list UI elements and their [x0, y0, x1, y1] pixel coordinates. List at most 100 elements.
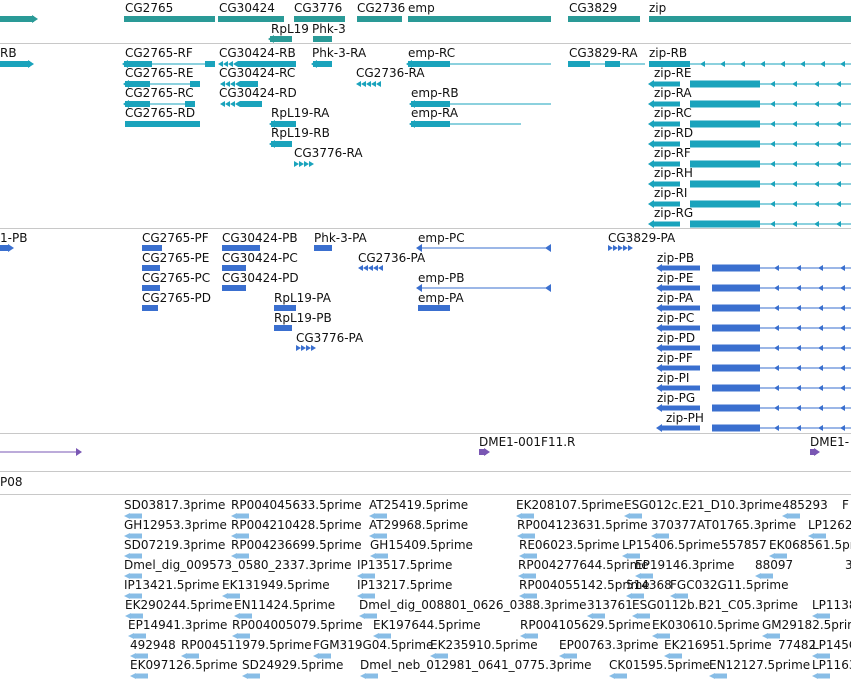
est-glyph[interactable]	[670, 593, 676, 599]
protein-glyph[interactable]	[8, 244, 14, 252]
protein-label[interactable]: CG2765-PF	[142, 231, 209, 245]
transcript-glyph[interactable]	[654, 101, 680, 107]
transcript-label[interactable]: zip-RI	[654, 186, 688, 200]
gene-glyph[interactable]	[313, 36, 332, 42]
transcript-label[interactable]: RpL19-RA	[271, 106, 330, 120]
transcript-glyph[interactable]	[770, 81, 775, 87]
transcript-glyph[interactable]	[760, 203, 851, 205]
protein-glyph[interactable]	[142, 285, 160, 291]
transcript-label[interactable]: CG2736-RA	[356, 66, 425, 80]
est-label[interactable]: RP004005079.5prime	[232, 618, 363, 632]
protein-label[interactable]: zip-PA	[657, 291, 694, 305]
est-label[interactable]: IP13421.5prime	[124, 578, 220, 592]
protein-glyph[interactable]	[760, 407, 851, 409]
transcript-glyph[interactable]	[740, 61, 745, 67]
est-glyph[interactable]	[624, 513, 630, 519]
clone-glyph[interactable]	[76, 448, 82, 456]
protein-glyph[interactable]	[818, 385, 823, 391]
est-glyph[interactable]	[231, 533, 237, 539]
protein-label[interactable]: zip-PI	[657, 371, 690, 385]
protein-glyph[interactable]	[712, 304, 760, 312]
transcript-glyph[interactable]	[648, 80, 654, 88]
transcript-glyph[interactable]	[760, 143, 851, 145]
est-glyph[interactable]	[376, 553, 388, 559]
protein-glyph[interactable]	[712, 364, 760, 372]
est-glyph[interactable]	[814, 533, 826, 539]
est-glyph[interactable]	[519, 593, 525, 599]
est-glyph[interactable]	[615, 673, 627, 679]
gene-label-cg30424[interactable]: CG30424	[219, 1, 275, 15]
est-glyph[interactable]	[370, 553, 376, 559]
est-label[interactable]: 557857	[721, 538, 767, 552]
transcript-glyph[interactable]	[770, 161, 775, 167]
protein-glyph[interactable]	[416, 284, 422, 292]
transcript-glyph[interactable]	[770, 141, 775, 147]
est-label[interactable]: EP14941.3prime	[128, 618, 228, 632]
transcript-glyph[interactable]	[408, 63, 551, 65]
transcript-label[interactable]: CG2765-RE	[125, 66, 194, 80]
transcript-glyph-arrow[interactable]	[409, 120, 415, 128]
transcript-glyph[interactable]	[125, 103, 195, 105]
transcript-label[interactable]: CG2765-RD	[125, 106, 196, 120]
est-glyph[interactable]	[373, 633, 379, 639]
est-glyph[interactable]	[124, 533, 130, 539]
est-glyph[interactable]	[136, 653, 148, 659]
est-glyph[interactable]	[657, 533, 669, 539]
est-glyph[interactable]	[231, 513, 237, 519]
protein-glyph[interactable]	[818, 345, 823, 351]
est-label[interactable]: 313761	[587, 598, 633, 612]
est-label[interactable]: 485293	[782, 498, 828, 512]
est-label[interactable]: LP1262	[808, 518, 851, 532]
protein-label[interactable]: RpL19-PB	[274, 311, 332, 325]
transcript-glyph-arrow[interactable]	[406, 60, 412, 68]
protein-glyph[interactable]	[306, 345, 311, 351]
protein-glyph[interactable]	[840, 405, 845, 411]
protein-glyph[interactable]	[774, 405, 779, 411]
transcript-glyph-arrow[interactable]	[122, 60, 128, 68]
transcript-glyph[interactable]	[654, 161, 680, 167]
transcript-glyph[interactable]	[814, 81, 819, 87]
est-glyph[interactable]	[818, 613, 830, 619]
protein-glyph[interactable]	[712, 404, 760, 412]
transcript-glyph[interactable]	[760, 103, 851, 105]
transcript-glyph[interactable]	[190, 81, 200, 87]
protein-label[interactable]: RpL19-PA	[274, 291, 331, 305]
gene-glyph[interactable]	[294, 16, 345, 22]
est-glyph[interactable]	[664, 653, 670, 659]
est-glyph[interactable]	[130, 513, 142, 519]
protein-glyph[interactable]	[296, 345, 301, 351]
est-label[interactable]: FGC032G11.5prime	[670, 578, 789, 592]
transcript-glyph[interactable]	[654, 81, 680, 87]
transcript-glyph[interactable]	[238, 61, 296, 67]
transcript-glyph[interactable]	[185, 101, 195, 107]
transcript-glyph[interactable]	[690, 200, 760, 208]
protein-glyph[interactable]	[760, 307, 851, 309]
protein-glyph[interactable]	[222, 245, 260, 251]
est-glyph[interactable]	[593, 613, 605, 619]
protein-glyph[interactable]	[418, 287, 551, 289]
protein-glyph[interactable]	[712, 384, 760, 392]
protein-glyph[interactable]	[774, 265, 779, 271]
est-label[interactable]: RP004511979.5prime	[181, 638, 312, 652]
transcript-glyph[interactable]	[125, 83, 200, 85]
transcript-glyph-arrow[interactable]	[311, 60, 317, 68]
est-glyph[interactable]	[365, 613, 377, 619]
est-glyph[interactable]	[359, 613, 365, 619]
transcript-glyph[interactable]	[800, 61, 805, 67]
gene-label-phk-3[interactable]: Phk-3	[312, 22, 346, 36]
protein-glyph[interactable]	[712, 324, 760, 332]
protein-label[interactable]: emp-PA	[418, 291, 464, 305]
transcript-glyph[interactable]	[836, 141, 841, 147]
transcript-glyph-arrow[interactable]	[269, 120, 275, 128]
protein-label[interactable]: CG2765-PD	[142, 291, 212, 305]
est-glyph[interactable]	[130, 653, 136, 659]
transcript-glyph[interactable]	[568, 61, 590, 67]
transcript-glyph[interactable]	[371, 81, 376, 87]
protein-glyph[interactable]	[818, 425, 823, 431]
transcript-glyph[interactable]	[700, 61, 705, 67]
transcript-glyph[interactable]	[690, 220, 760, 228]
est-glyph[interactable]	[812, 613, 818, 619]
est-label[interactable]: EK216951.5prime	[664, 638, 772, 652]
transcript-glyph[interactable]	[648, 100, 654, 108]
est-label[interactable]: RP004236699.5prime	[231, 538, 362, 552]
